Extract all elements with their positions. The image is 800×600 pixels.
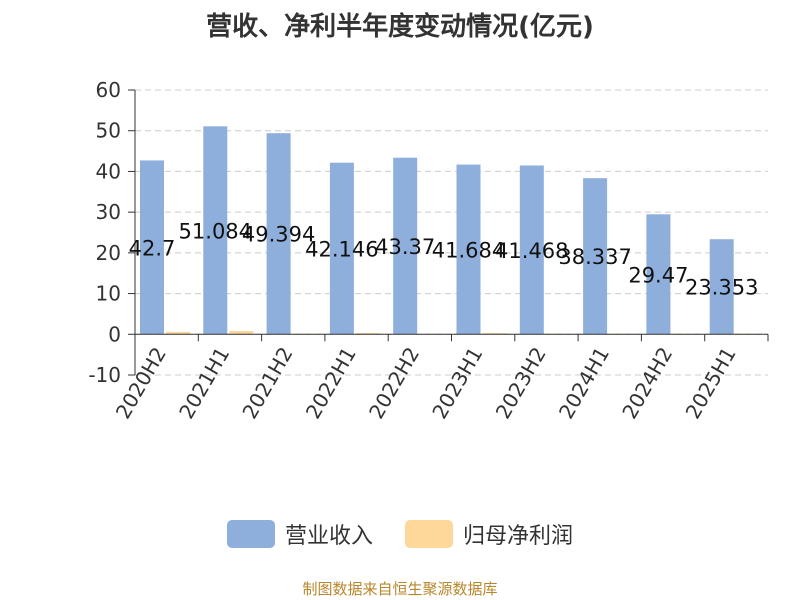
legend-label-revenue: 营业收入	[284, 524, 373, 549]
chart-title: 营收、净利半年度变动情况(亿元)	[206, 12, 594, 42]
legend-item-revenue[interactable]: 营业收入	[226, 518, 373, 550]
x-tick-label: 2025H1	[681, 343, 741, 423]
y-tick-label: 60	[96, 78, 121, 102]
data-label-revenue: 42.146	[305, 237, 378, 261]
source-note: 制图数据来自恒生聚源数据库	[302, 580, 498, 598]
bar-revenue	[456, 164, 481, 335]
legend-swatch-net-profit	[405, 520, 453, 548]
data-label-revenue: 23.353	[685, 276, 758, 300]
x-tick-label: 2021H2	[237, 343, 297, 423]
bar-net-profit	[355, 333, 380, 335]
bar-revenue	[583, 178, 608, 335]
bar-net-profit	[229, 331, 254, 335]
bar-revenue	[709, 239, 734, 335]
bar-net-profit	[166, 331, 190, 335]
x-tick-label: 2023H1	[427, 343, 487, 423]
data-label-revenue: 49.394	[242, 223, 315, 247]
y-tick-label: 20	[96, 241, 121, 265]
data-label-revenue: 42.7	[129, 236, 176, 260]
legend-label-net-profit: 归母净利润	[463, 524, 574, 549]
legend-swatch-revenue	[226, 520, 275, 548]
bar-revenue	[266, 133, 291, 335]
x-tick-label: 2024H2	[617, 343, 677, 423]
data-label-revenue: 29.47	[628, 263, 688, 287]
legend-item-net-profit[interactable]: 归母净利润	[405, 518, 573, 550]
y-tick-label: 0	[108, 322, 121, 346]
bar-revenue	[393, 157, 418, 335]
data-label-revenue: 41.684	[432, 238, 505, 262]
y-tick-label: -10	[88, 363, 121, 387]
data-label-revenue: 38.337	[558, 245, 631, 269]
x-tick-label: 2024H1	[554, 343, 614, 423]
y-tick-label: 50	[96, 119, 121, 143]
x-tick-label: 2021H1	[174, 343, 234, 423]
bar-net-profit	[482, 333, 507, 335]
bar-revenue	[203, 126, 228, 335]
data-label-revenue: 51.084	[179, 219, 252, 243]
bar-revenue	[519, 165, 544, 335]
y-tick-label: 30	[96, 200, 121, 224]
legend: 营业收入 归母净利润	[0, 518, 800, 550]
x-tick-label: 2022H2	[364, 343, 424, 423]
bar-revenue	[329, 162, 354, 335]
y-tick-label: 10	[96, 282, 121, 306]
x-tick-label: 2022H1	[301, 343, 361, 423]
x-tick-label: 2023H2	[491, 343, 551, 423]
data-label-revenue: 41.468	[495, 239, 568, 263]
data-label-revenue: 43.37	[375, 235, 435, 259]
bar-revenue	[646, 214, 671, 335]
y-tick-label: 40	[96, 159, 121, 183]
bar-revenue	[140, 160, 164, 335]
